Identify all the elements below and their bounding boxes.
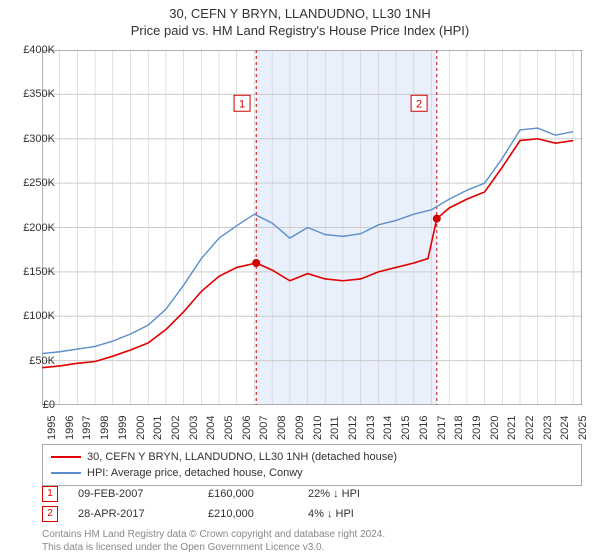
- marker-table: 1 09-FEB-2007 £160,000 22% ↓ HPI 2 28-AP…: [42, 484, 582, 524]
- y-tick-label: £50K: [5, 355, 55, 367]
- marker-date: 09-FEB-2007: [78, 488, 188, 500]
- y-tick-label: £200K: [5, 222, 55, 234]
- svg-text:1: 1: [239, 98, 245, 110]
- x-tick-label: 2001: [152, 416, 164, 440]
- chart-svg: 12: [42, 50, 582, 405]
- x-tick-label: 2019: [471, 416, 483, 440]
- y-tick-label: £100K: [5, 310, 55, 322]
- x-tick-label: 1997: [81, 416, 93, 440]
- footer-line: Contains HM Land Registry data © Crown c…: [42, 528, 385, 541]
- legend-label: HPI: Average price, detached house, Conw…: [87, 467, 303, 479]
- footer: Contains HM Land Registry data © Crown c…: [42, 528, 385, 554]
- x-tick-label: 2013: [365, 416, 377, 440]
- marker-diff: 4% ↓ HPI: [308, 508, 408, 520]
- svg-text:2: 2: [416, 98, 422, 110]
- x-tick-label: 2023: [542, 416, 554, 440]
- marker-row: 1 09-FEB-2007 £160,000 22% ↓ HPI: [42, 484, 582, 504]
- y-tick-label: £150K: [5, 266, 55, 278]
- marker-price: £160,000: [208, 488, 288, 500]
- legend-swatch-icon: [51, 456, 81, 458]
- y-tick-label: £0: [5, 399, 55, 411]
- marker-diff: 22% ↓ HPI: [308, 488, 408, 500]
- chart-container: 30, CEFN Y BRYN, LLANDUDNO, LL30 1NH Pri…: [0, 0, 600, 560]
- x-tick-label: 2002: [170, 416, 182, 440]
- marker-date: 28-APR-2017: [78, 508, 188, 520]
- marker-number-icon: 1: [42, 486, 58, 502]
- legend-label: 30, CEFN Y BRYN, LLANDUDNO, LL30 1NH (de…: [87, 451, 397, 463]
- x-tick-label: 1995: [46, 416, 58, 440]
- y-tick-label: £400K: [5, 44, 55, 56]
- title-sub: Price paid vs. HM Land Registry's House …: [0, 23, 600, 38]
- titles: 30, CEFN Y BRYN, LLANDUDNO, LL30 1NH Pri…: [0, 0, 600, 38]
- x-tick-label: 2012: [347, 416, 359, 440]
- y-tick-label: £250K: [5, 177, 55, 189]
- x-tick-label: 2021: [506, 416, 518, 440]
- x-tick-label: 2016: [418, 416, 430, 440]
- y-tick-label: £350K: [5, 88, 55, 100]
- x-tick-label: 2022: [524, 416, 536, 440]
- x-tick-label: 2015: [400, 416, 412, 440]
- marker-number-icon: 2: [42, 506, 58, 522]
- x-tick-label: 2005: [223, 416, 235, 440]
- legend-item: HPI: Average price, detached house, Conw…: [51, 465, 573, 481]
- legend: 30, CEFN Y BRYN, LLANDUDNO, LL30 1NH (de…: [42, 444, 582, 486]
- x-tick-label: 2003: [188, 416, 200, 440]
- x-tick-label: 2004: [205, 416, 217, 440]
- x-tick-label: 1998: [99, 416, 111, 440]
- x-tick-label: 2018: [453, 416, 465, 440]
- x-tick-label: 2000: [135, 416, 147, 440]
- legend-item: 30, CEFN Y BRYN, LLANDUDNO, LL30 1NH (de…: [51, 449, 573, 465]
- y-tick-label: £300K: [5, 133, 55, 145]
- footer-line: This data is licensed under the Open Gov…: [42, 541, 385, 554]
- x-tick-label: 2020: [489, 416, 501, 440]
- x-tick-label: 1996: [64, 416, 76, 440]
- x-tick-label: 2006: [241, 416, 253, 440]
- x-tick-label: 2011: [329, 416, 341, 440]
- legend-swatch-icon: [51, 472, 81, 474]
- x-tick-label: 2024: [559, 416, 571, 440]
- x-tick-label: 2014: [382, 416, 394, 440]
- marker-row: 2 28-APR-2017 £210,000 4% ↓ HPI: [42, 504, 582, 524]
- x-tick-label: 2009: [294, 416, 306, 440]
- title-main: 30, CEFN Y BRYN, LLANDUDNO, LL30 1NH: [0, 6, 600, 21]
- marker-price: £210,000: [208, 508, 288, 520]
- x-tick-label: 2010: [312, 416, 324, 440]
- x-tick-label: 2017: [436, 416, 448, 440]
- x-tick-label: 2008: [276, 416, 288, 440]
- x-tick-label: 2025: [577, 416, 589, 440]
- x-tick-label: 2007: [258, 416, 270, 440]
- x-tick-label: 1999: [117, 416, 129, 440]
